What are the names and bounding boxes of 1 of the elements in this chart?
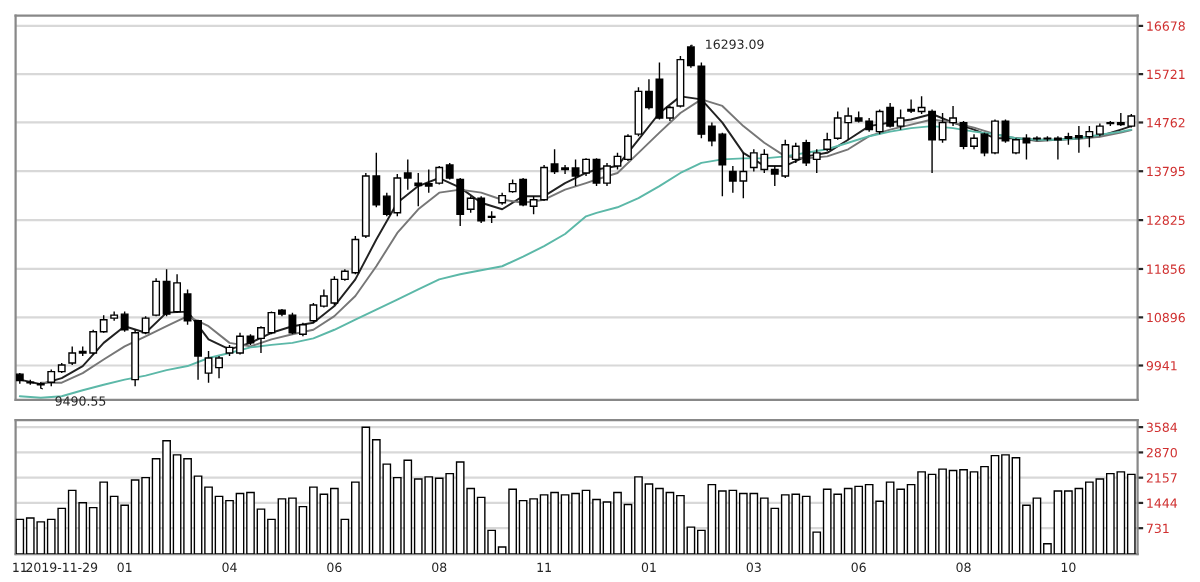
candlestick [823, 131, 832, 153]
